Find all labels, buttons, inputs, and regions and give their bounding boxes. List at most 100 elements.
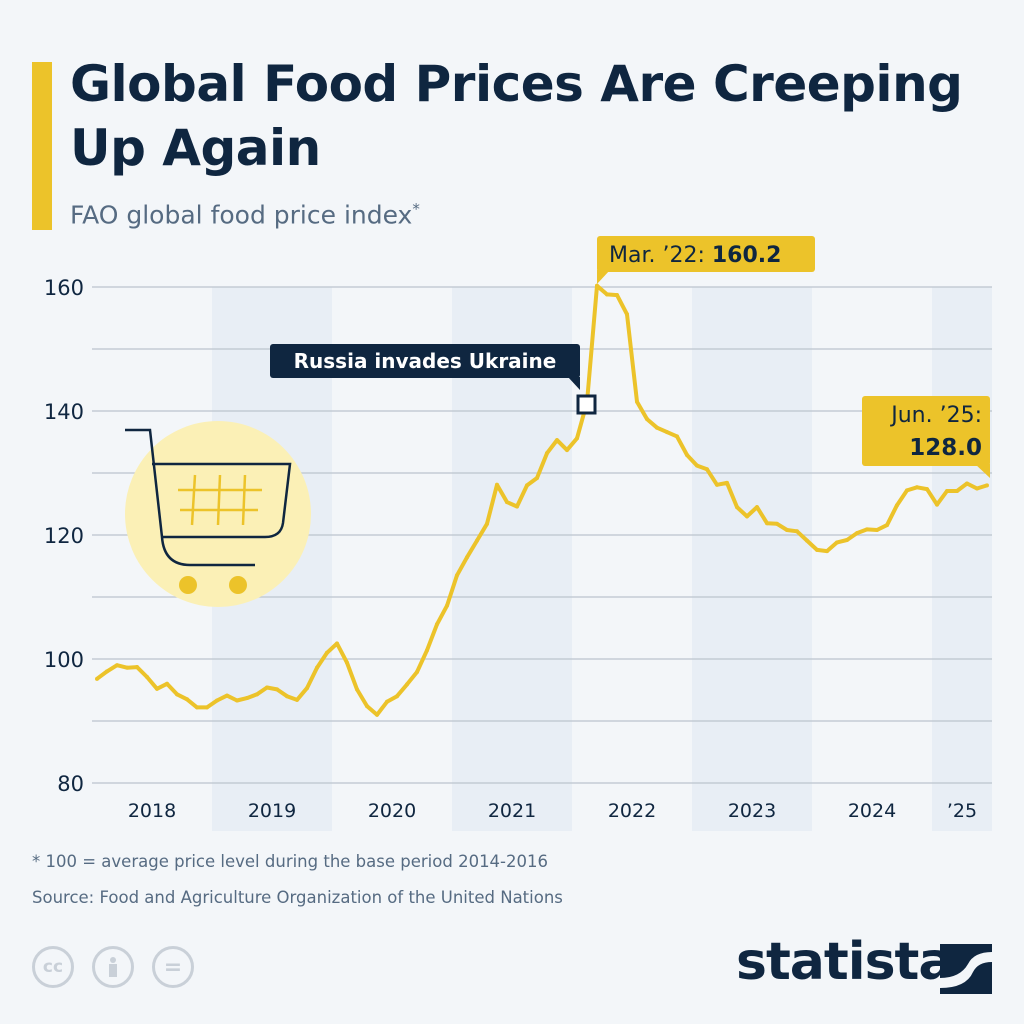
peak-value: 160.2 [712,243,782,268]
x-tick-label: 2018 [128,800,176,822]
data-point [415,670,419,675]
data-point [145,674,149,679]
data-point [955,488,959,493]
subtitle-text: FAO global food price index [70,200,413,230]
data-point [495,482,499,487]
statista-logo-mark [940,944,992,994]
data-point [355,687,359,692]
data-point [905,488,909,493]
data-point [885,523,889,528]
x-tick-label: 2020 [368,800,416,822]
data-point [365,704,369,709]
x-tick-label: 2019 [248,800,296,822]
year-band [692,287,812,831]
data-point [525,483,529,488]
data-point [675,434,679,439]
data-point [225,693,229,698]
data-point [865,527,869,532]
data-point [165,681,169,686]
data-point [305,686,309,691]
data-point [895,503,899,508]
data-point [945,488,949,493]
data-point [605,292,609,297]
chart-subtitle: FAO global food price index* [70,200,420,229]
statista-logo[interactable]: statista [736,932,953,992]
event-marker [576,394,597,415]
latest-label: Jun. ’25: [889,403,982,428]
data-point [835,540,839,545]
cc-icon[interactable]: cc [32,946,74,988]
data-point [385,699,389,704]
data-point [275,687,279,692]
data-point [95,676,99,681]
event-label: Russia invades Ukraine [294,349,557,373]
data-point [265,685,269,690]
data-point [475,538,479,543]
data-point [715,482,719,487]
data-point [845,537,849,542]
data-point [565,448,569,453]
year-band [932,287,992,831]
data-point [135,665,139,670]
data-point [975,486,979,491]
data-point [685,453,689,458]
data-point [425,648,429,653]
shopping-cart-icon [125,421,311,607]
data-point [395,694,399,699]
data-point [285,694,289,699]
data-point [695,463,699,468]
data-point [105,669,109,674]
data-point [205,705,209,710]
data-point [915,485,919,490]
x-tick-label: 2023 [728,800,776,822]
attribution-icon[interactable] [92,946,134,988]
y-tick-label: 140 [44,400,84,424]
data-point [745,514,749,519]
data-point [325,650,329,655]
latest-value: 128.0 [909,435,982,461]
data-point [405,682,409,687]
data-point [185,697,189,702]
data-point [735,505,739,510]
data-point [725,480,729,485]
data-point [545,451,549,456]
peak-annotation: Mar. ’22: 160.2 [597,236,815,284]
data-point [805,538,809,543]
data-point [755,505,759,510]
data-point [255,692,259,697]
data-point [765,521,769,526]
x-tick-label: 2021 [488,800,536,822]
data-point [965,481,969,486]
title-accent-bar [32,62,52,230]
data-point [555,438,559,443]
cc-text: cc [42,957,64,977]
data-point [625,312,629,317]
data-point [645,417,649,422]
data-point [665,430,669,435]
data-point [245,696,249,701]
data-point [815,547,819,552]
data-point [375,712,379,717]
data-point [335,641,339,646]
data-point [125,665,129,670]
data-point [515,504,519,509]
data-point [505,500,509,505]
data-point [235,698,239,703]
y-tick-label: 160 [44,276,84,300]
data-point [855,531,859,536]
data-point [875,528,879,533]
svg-text:Mar. ’22: 160.2: Mar. ’22: 160.2 [609,243,781,268]
x-tick-label: 2022 [608,800,656,822]
data-point [535,475,539,480]
no-derivatives-icon[interactable]: = [152,946,194,988]
data-point [195,705,199,710]
event-annotation: Russia invades Ukraine [270,344,597,415]
data-point [985,483,989,488]
data-point [655,425,659,430]
y-tick-label: 80 [57,772,84,796]
data-point [465,555,469,560]
data-point [315,665,319,670]
data-point [785,528,789,533]
data-point [595,283,599,288]
footnote-mark: * [412,200,420,218]
